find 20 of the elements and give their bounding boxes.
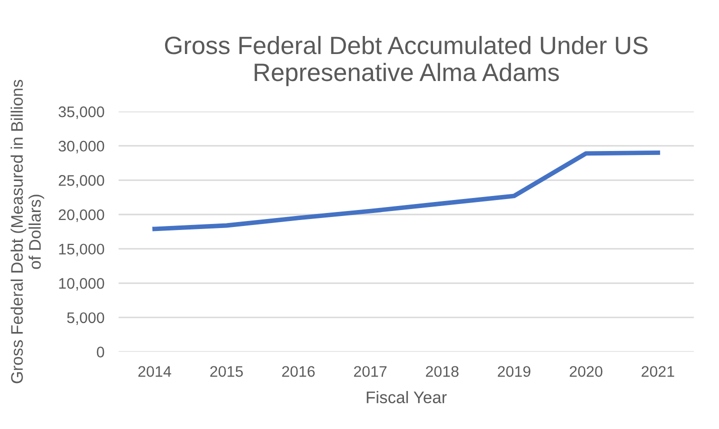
y-tick-label: 25,000	[58, 175, 104, 188]
line-series	[152, 150, 660, 232]
chart-title: Gross Federal Debt Accumulated Under US Represenative Alma Adams	[165, 36, 648, 86]
x-tick-label: 2015	[210, 366, 243, 377]
y-tick-label: 0	[96, 346, 104, 358]
x-tick-label: 2016	[282, 366, 315, 377]
y-tick-label: 5,000	[67, 312, 104, 325]
x-tick-label: 2017	[354, 366, 387, 377]
y-tick-label: 15,000	[59, 244, 104, 256]
x-tick-label: 2019	[498, 366, 530, 377]
x-tick-label: 2018	[426, 366, 459, 377]
x-tick-label: 2014	[138, 366, 172, 377]
y-axis-title: Gross Federal Debt (Measured in Billions of Dollars)	[10, 80, 44, 384]
x-tick-label: 2021	[642, 366, 674, 377]
y-tick-label: 30,000	[58, 140, 104, 154]
y-tick-label: 20,000	[58, 209, 104, 222]
x-axis-title: Fiscal Year	[366, 391, 447, 404]
y-tick-label: 10,000	[59, 278, 104, 291]
y-tick-label: 35,000	[58, 106, 104, 120]
x-tick-label: 2020	[570, 366, 602, 377]
